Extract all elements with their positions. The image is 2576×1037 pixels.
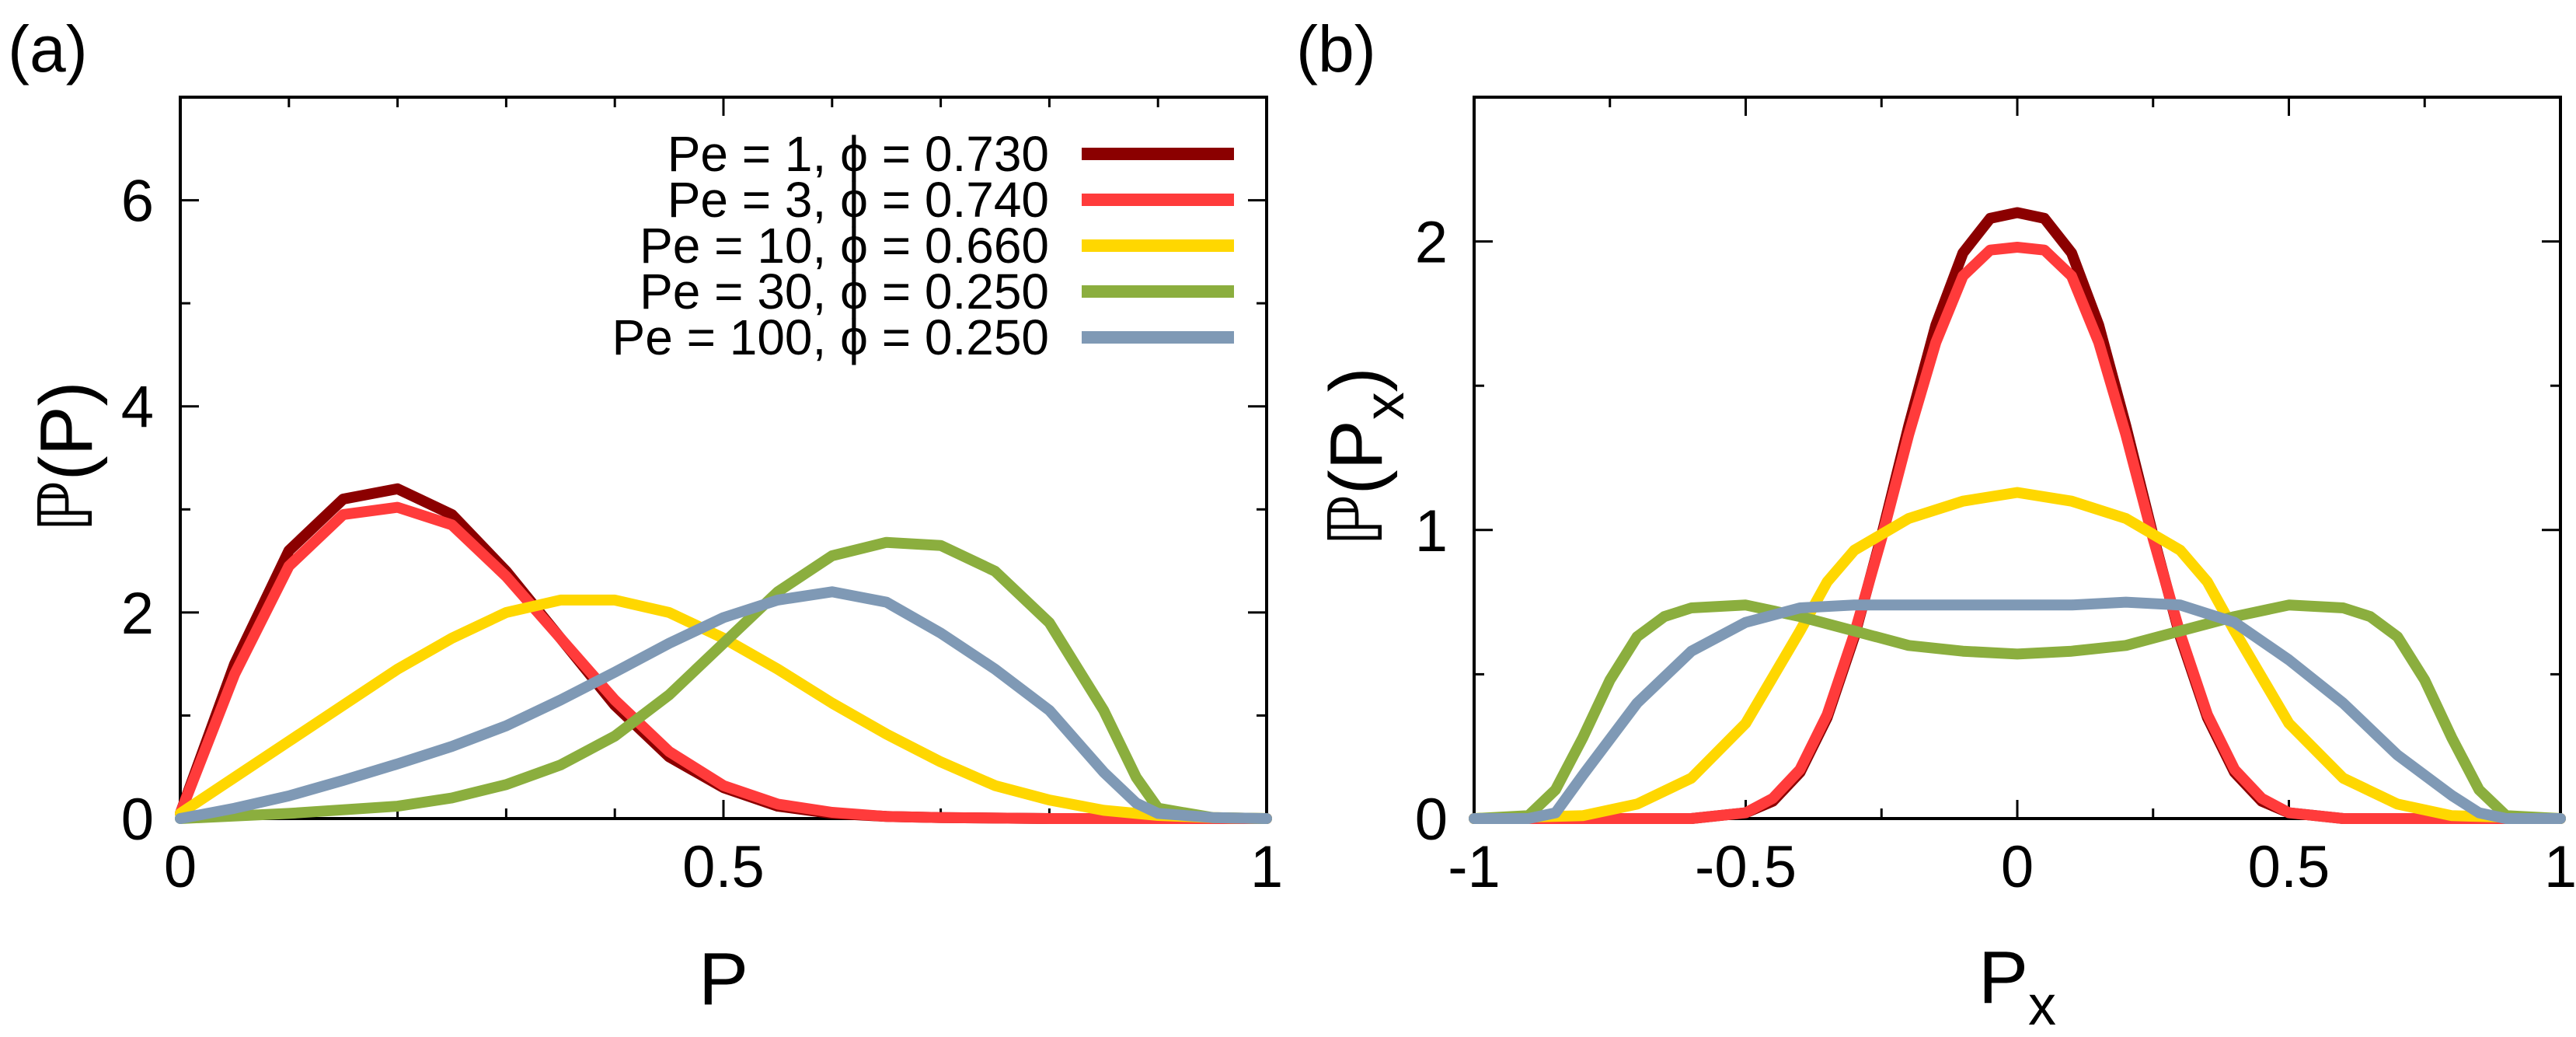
x-tick-label: 1 [2544,834,2576,900]
series-line-4 [175,536,1272,824]
panel-b-y-axis-label: ℙ(Px) [1315,367,1416,546]
x-tick-label: 0.5 [2248,834,2330,900]
y-tick-label: 1 [1415,498,1448,564]
series-line-3 [1469,487,2566,824]
panel-b-y-axis-label-close: ) [1315,367,1398,392]
panel-a-tick-labels: 0 0.5 1 0 2 4 6 [121,169,1283,900]
series-line-4 [1469,599,2566,824]
y-tick-label: 4 [121,375,154,441]
panel-b-y-axis-label-main: ℙ(P [1315,420,1398,546]
y-tick-label: 6 [121,169,154,235]
legend-label-2: Pe = 3, ϕ = 0.740 [668,172,1049,228]
y-tick-label: 0 [1415,787,1448,853]
series-line-1 [1469,207,2566,824]
panel-b-label: (b) [1296,12,1376,86]
y-tick-label: 2 [121,581,154,647]
panel-a-y-axis-label: ℙ(P) [25,381,108,532]
x-tick-label: 0.5 [682,834,765,900]
x-tick-label: -1 [1448,834,1501,900]
series-line-2 [175,501,1272,824]
y-tick-label: 0 [121,787,154,853]
legend-label-1: Pe = 1, ϕ = 0.730 [668,126,1049,182]
x-tick-label: 0 [164,834,197,900]
panel-b-y-axis-label-sub: x [1354,392,1416,420]
x-tick-label: 0 [2001,834,2034,900]
panel-a-label: (a) [8,12,88,86]
panel-b-x-axis-label: Px [1978,936,2056,1037]
series-line-5 [175,586,1272,824]
panel-a-series [175,483,1272,824]
y-tick-label: 2 [1415,210,1448,276]
panel-a-x-axis-label: P [699,937,748,1021]
x-tick-label: 1 [1250,834,1283,900]
series-line-2 [1469,242,2566,824]
series-line-5 [1469,596,2566,824]
panel-b-x-axis-label-sub: x [2028,975,2056,1037]
legend-label-3: Pe = 10, ϕ = 0.660 [640,218,1049,274]
panel-b-series [1469,207,2566,824]
x-tick-label: -0.5 [1695,834,1797,900]
legend-label-5: Pe = 100, ϕ = 0.250 [612,309,1050,365]
panel-b-x-axis-label-main: P [1978,936,2028,1019]
legend-label-4: Pe = 30, ϕ = 0.250 [640,264,1049,319]
panel-b-tick-labels: -1 -0.5 0 0.5 1 0 1 2 [1415,210,2576,900]
